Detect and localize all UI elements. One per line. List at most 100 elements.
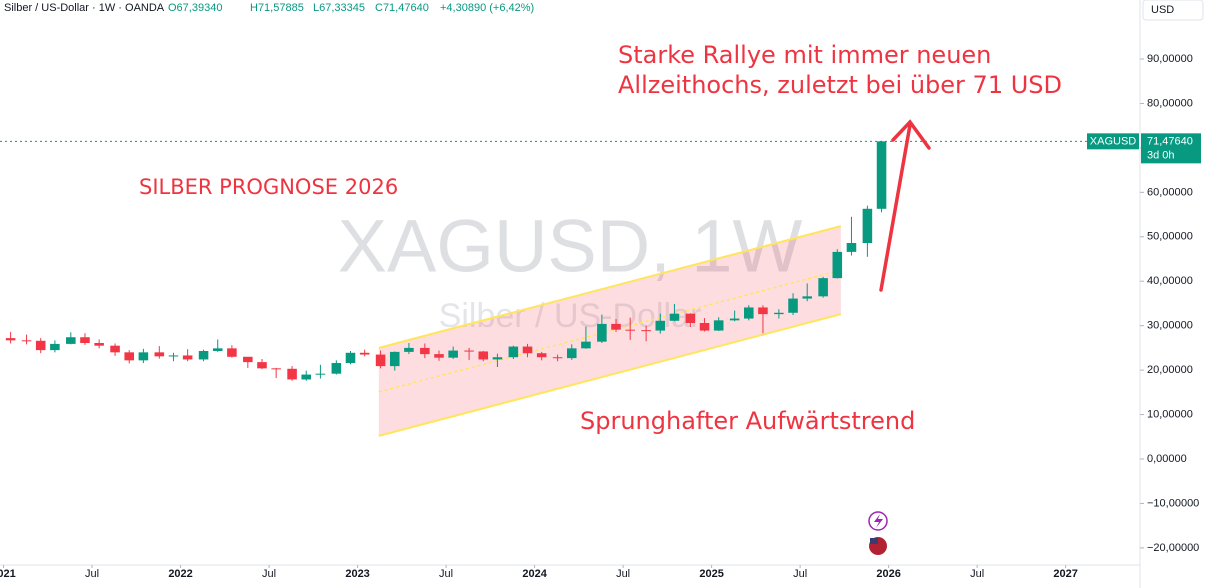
y-tick-label: 10,00000: [1147, 408, 1193, 420]
x-tick-label: 2022: [168, 568, 192, 580]
candle-body: [212, 348, 223, 352]
candle-body: [552, 357, 563, 359]
x-tick-label: Jul: [262, 568, 276, 580]
candle-body: [124, 352, 135, 361]
header-close: C71,47640: [375, 2, 429, 14]
candle-body: [802, 296, 812, 299]
candle-body: [182, 355, 193, 360]
x-tick-label: 2025: [699, 568, 723, 580]
candle-body: [818, 278, 828, 297]
annotation: Allzeithochs, zuletzt bei über 71 USD: [618, 71, 1062, 99]
candle-body: [774, 312, 784, 315]
candle-body: [389, 351, 400, 367]
candle-body: [345, 352, 356, 364]
candle-body: [758, 307, 768, 315]
candle-body: [508, 346, 519, 358]
candle-body: [448, 350, 458, 358]
candle-body: [581, 341, 591, 349]
x-tick-label: Jul: [793, 568, 807, 580]
candle-body: [685, 313, 696, 324]
currency[interactable]: USD: [1151, 4, 1174, 16]
x-tick-label: 2026: [876, 568, 900, 580]
candle-body: [198, 351, 209, 360]
candle-body: [862, 208, 873, 244]
price-label: 71,47640: [1147, 135, 1193, 147]
candle-body: [154, 352, 165, 357]
y-tick-label: 80,00000: [1147, 97, 1193, 109]
y-tick-label: 40,00000: [1147, 275, 1193, 287]
candle-body: [375, 354, 386, 367]
header-low: L67,33345: [313, 2, 365, 14]
y-tick-label: 50,00000: [1147, 231, 1193, 243]
channel-line: [378, 225, 842, 349]
candle-body: [287, 368, 297, 380]
candle-body: [94, 343, 104, 346]
candle-body: [478, 351, 489, 360]
candle-body: [655, 320, 666, 331]
y-tick-label: 30,00000: [1147, 320, 1193, 332]
candle-body: [713, 320, 724, 331]
symbol-tag-box: [1087, 133, 1139, 150]
y-tick-label: 0,00000: [1147, 453, 1187, 465]
candle-body: [729, 318, 740, 321]
candle-body: [35, 340, 46, 351]
candle-body: [492, 357, 503, 360]
countdown: 3d 0h: [1147, 149, 1175, 161]
header-open: O67,39340: [168, 2, 222, 14]
candle-body: [611, 323, 621, 330]
header-change: +4,30890 (+6,42%): [440, 2, 534, 14]
y-tick-label: 60,00000: [1147, 186, 1193, 198]
watermark: XAGUSD, 1W: [338, 205, 803, 288]
channel-fill: [378, 226, 841, 436]
event-icon-flag: [870, 538, 878, 544]
candle-body: [271, 368, 281, 370]
candle-body: [110, 345, 120, 353]
candle-body: [641, 330, 651, 332]
candle-body: [66, 337, 76, 344]
price-label-box: [1141, 133, 1201, 164]
candle-body: [331, 363, 342, 374]
candle-body: [301, 374, 312, 380]
arrow: [879, 119, 931, 292]
candle-body: [420, 347, 430, 355]
candle-body: [522, 346, 533, 354]
symbol-tag: XAGUSD: [1090, 135, 1137, 147]
header-high: H71,57885: [250, 2, 304, 14]
event-icon-bolt: [874, 514, 883, 528]
candle-body: [625, 329, 635, 331]
candle-body: [21, 340, 32, 342]
x-tick-label: 2023: [345, 568, 369, 580]
candle-body: [257, 362, 267, 369]
candle-body: [80, 337, 90, 344]
annotation: Sprunghafter Aufwärtstrend: [580, 407, 915, 435]
candle-body: [536, 353, 547, 358]
candle-body: [876, 141, 887, 209]
candle-body: [168, 355, 179, 357]
candle-body: [138, 352, 149, 361]
candle-body: [846, 243, 857, 252]
candle-body: [5, 338, 16, 341]
y-tick-label: −20,00000: [1147, 542, 1199, 554]
candle-body: [566, 348, 577, 359]
candle-body: [243, 356, 253, 363]
x-tick-label: Jul: [970, 568, 984, 580]
y-tick-label: 20,00000: [1147, 364, 1193, 376]
currency-box[interactable]: [1142, 0, 1204, 21]
candle-body: [434, 354, 444, 358]
candle-body: [669, 313, 680, 321]
candle-body: [404, 347, 414, 352]
x-tick-label: 2024: [522, 568, 547, 580]
x-tick-label: Jul: [439, 568, 453, 580]
candle-body: [744, 307, 754, 319]
channel-line: [378, 313, 842, 437]
x-tick-label: Jul: [616, 568, 630, 580]
candle-body: [464, 350, 474, 352]
plot-area: [0, 140, 1140, 437]
y-tick-label: −10,00000: [1147, 497, 1199, 509]
x-tick-label: Jul: [85, 568, 99, 580]
header-symbol: Silber / US-Dollar · 1W · OANDA: [4, 2, 165, 14]
chart-title: SILBER PROGNOSE 2026: [139, 175, 398, 199]
candle-body: [227, 348, 237, 357]
